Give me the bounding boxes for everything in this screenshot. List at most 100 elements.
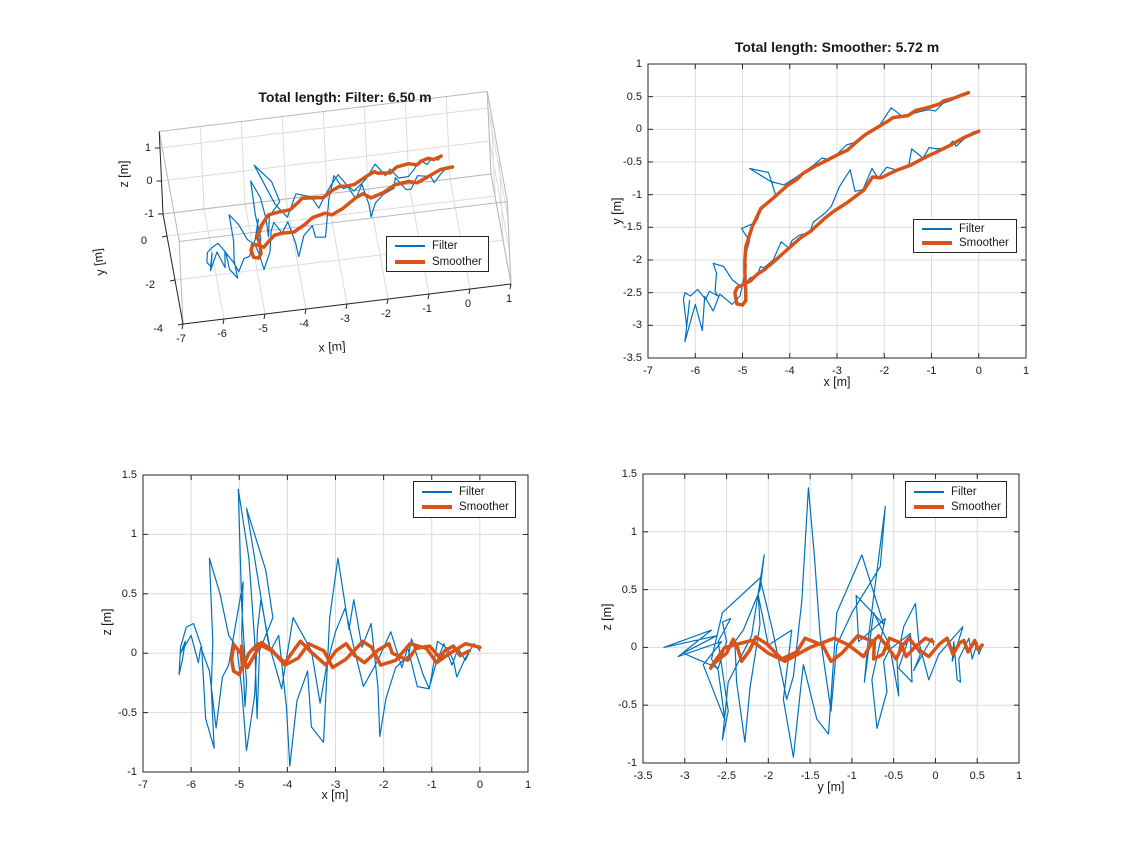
tick-label: -6: [217, 328, 227, 340]
legend-entry-filter: Filter: [395, 240, 488, 252]
tick-label: -1: [144, 208, 154, 220]
tick-label: -1: [422, 303, 432, 315]
legend-entry-filter: Filter: [914, 486, 1006, 498]
tick-label: -4: [153, 323, 163, 335]
tick-label: -0.5: [623, 156, 642, 168]
grid3d-backwall: [199, 126, 205, 210]
tick-label: -3: [330, 779, 341, 791]
tick-label: 0: [140, 235, 147, 247]
tick-mark: [161, 235, 168, 238]
tick-label: 0: [635, 123, 642, 136]
tick-label: -2: [879, 365, 890, 377]
tick-label: -1: [627, 757, 637, 769]
tick-label: -3: [832, 365, 842, 377]
legend-smoother-label: Smoother: [432, 255, 482, 268]
tick-label: -1: [127, 766, 137, 778]
tick-label: 0: [476, 779, 483, 791]
grid3d-backwall: [445, 96, 451, 180]
tick-label: 0: [146, 175, 153, 187]
box3d-edge: [179, 201, 508, 242]
tick-mark: [345, 303, 348, 310]
tick-mark: [169, 279, 176, 282]
grid3d-floor: [449, 178, 471, 290]
legend-filter-label: Filter: [459, 485, 485, 498]
box3d-edge: [506, 201, 512, 285]
plotxy-title: Total length: Smoother: 5.72 m: [734, 39, 940, 55]
tick-label: -0.5: [118, 706, 137, 719]
axis3d-y-edge: [162, 213, 184, 325]
tick-label: -4: [282, 779, 293, 791]
tick-label: -7: [643, 365, 653, 377]
tick-label: 1: [524, 779, 532, 791]
tick-label: -2: [145, 279, 155, 291]
tick-label: -6: [186, 779, 197, 791]
tick-mark: [468, 288, 471, 295]
tick-mark: [263, 313, 266, 320]
tick-label: -2.5: [623, 286, 642, 299]
smoother-trajectory-yz: [708, 634, 984, 670]
box3d-edge: [158, 131, 180, 242]
box3d-edge: [490, 173, 512, 285]
tick-label: -0.5: [618, 699, 637, 712]
legend-entry-filter: Filter: [922, 223, 1016, 235]
tick-label: -1: [846, 770, 857, 782]
grid3d-backwall: [404, 101, 410, 185]
tick-label: -5: [737, 365, 748, 377]
tick-label: 0.5: [121, 587, 137, 600]
smoother-trajectory-3d: [249, 154, 455, 260]
grid3d-floor: [285, 198, 307, 310]
smoother-trajectory-xy: [733, 90, 981, 307]
plotxz-ylabel: z [m]: [100, 608, 114, 636]
box3d-edge: [486, 91, 492, 175]
plotyz-xlabel: y [m]: [817, 780, 845, 794]
box3d-edge: [159, 91, 488, 132]
axes-box-yz: [642, 473, 1020, 764]
legend-filter-label: Filter: [951, 485, 977, 498]
filter-line-sample: [422, 490, 452, 493]
tick-label: -2: [378, 779, 389, 791]
plotxy-legend: Filter Smoother: [913, 219, 1017, 253]
legend-filter-label: Filter: [959, 222, 985, 235]
tick-label: -4: [784, 365, 795, 377]
tick-label: -2: [381, 308, 391, 320]
tick-label: 0: [630, 641, 637, 654]
tick-label: 0.5: [969, 770, 985, 782]
grid3d-rightwall: [489, 140, 510, 252]
tick-label: 1.5: [621, 468, 637, 480]
grid3d-floor: [326, 193, 348, 305]
plot3d-xlabel: x [m]: [317, 339, 347, 355]
box3d-edge: [486, 91, 508, 202]
tick-label: -3: [632, 319, 642, 332]
smoother-line-sample: [395, 259, 425, 264]
tick-label: -5: [234, 779, 245, 791]
filter-trajectory-xy: [682, 92, 980, 343]
tick-label: -1.5: [800, 770, 820, 782]
tick-label: 1: [144, 142, 151, 154]
tick-label: -2.5: [717, 770, 737, 782]
tick-label: -7: [138, 779, 148, 791]
tick-label: 0: [130, 647, 137, 660]
tick-mark: [304, 308, 307, 315]
tick-label: -5: [258, 323, 268, 335]
legend-smoother-label: Smoother: [951, 501, 1001, 514]
grid3d-floor: [203, 208, 225, 320]
tick-label: -1: [632, 188, 642, 201]
filter-trajectory-xz: [178, 488, 481, 767]
tick-mark: [181, 323, 184, 330]
tick-label: -3: [340, 313, 350, 325]
filter-trajectory-yz: [663, 487, 983, 758]
plotxz-xlabel: x [m]: [321, 788, 349, 802]
plotyz-ylabel: z [m]: [600, 603, 614, 631]
tick-label: -2: [632, 254, 642, 266]
tick-label: 0: [975, 365, 982, 377]
tick-label: 1.5: [121, 469, 137, 481]
legend-entry-smoother: Smoother: [395, 256, 488, 268]
grid3d-backwall: [322, 111, 328, 195]
tick-label: -7: [176, 333, 186, 345]
tick-label: 0: [464, 298, 472, 310]
plotxy-xlabel: x [m]: [823, 375, 851, 389]
tick-label: 1: [130, 528, 137, 541]
grid3d-rightwall: [487, 107, 509, 219]
tick-label: 1: [635, 58, 642, 70]
